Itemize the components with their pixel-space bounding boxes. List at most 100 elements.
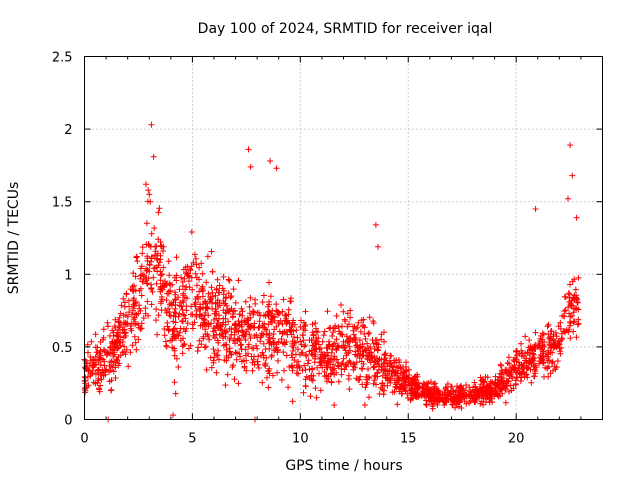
data-point [398, 384, 404, 391]
data-point [223, 310, 230, 317]
data-point [143, 220, 150, 227]
data-point [167, 313, 174, 319]
data-point [203, 366, 210, 373]
data-point [164, 323, 171, 330]
data-point [489, 399, 496, 406]
data-point [381, 356, 388, 363]
data-point [244, 317, 251, 324]
data-point [487, 378, 494, 385]
data-point [407, 396, 414, 403]
data-point [572, 286, 579, 293]
data-point [357, 373, 364, 380]
data-point [333, 356, 340, 363]
data-point [363, 376, 370, 383]
data-point [293, 327, 300, 334]
data-point [500, 375, 507, 382]
data-point [405, 366, 412, 373]
data-point [289, 398, 296, 405]
data-point [179, 343, 186, 350]
data-point [192, 270, 199, 277]
data-point [167, 287, 174, 294]
data-point [457, 399, 463, 406]
data-point [350, 360, 357, 367]
data-point [374, 347, 381, 354]
data-point [140, 315, 147, 321]
data-point [370, 340, 377, 347]
y-axis-label: SRMTID / TECUs [6, 182, 22, 295]
data-point [297, 324, 304, 330]
data-point [278, 336, 285, 342]
data-point [524, 349, 531, 356]
data-point [335, 324, 342, 330]
data-point [315, 341, 322, 348]
data-point [505, 354, 512, 361]
data-point [569, 172, 576, 179]
data-point [148, 286, 155, 292]
data-point [570, 296, 577, 302]
data-point [310, 342, 317, 349]
data-point [166, 301, 173, 308]
data-point [429, 391, 436, 398]
data-point [266, 279, 272, 286]
data-point [115, 319, 122, 326]
data-point [350, 366, 357, 373]
data-point [274, 369, 281, 376]
data-point [121, 303, 128, 310]
data-point [293, 339, 299, 346]
data-point [545, 321, 552, 328]
data-point [179, 306, 186, 313]
data-point [313, 394, 320, 401]
data-point [455, 394, 461, 400]
data-point [85, 382, 92, 389]
data-point [82, 364, 89, 370]
data-point [329, 333, 336, 339]
data-point [366, 329, 373, 336]
data-point [238, 341, 245, 348]
data-point [520, 362, 527, 369]
data-point [100, 326, 107, 333]
data-point [214, 352, 221, 359]
data-point [155, 312, 162, 319]
data-point [202, 343, 209, 350]
data-point [387, 352, 394, 359]
data-point [254, 358, 261, 365]
data-point [205, 290, 212, 297]
data-point [171, 325, 178, 332]
data-point [477, 374, 484, 381]
data-point [339, 323, 345, 330]
data-point [181, 312, 188, 319]
data-point [268, 341, 275, 348]
data-point [127, 349, 134, 356]
data-point [188, 274, 195, 281]
data-point [394, 381, 401, 388]
data-point [180, 326, 187, 332]
data-point [378, 366, 385, 373]
data-point [257, 312, 264, 319]
data-point [525, 364, 532, 371]
data-point [275, 357, 281, 364]
data-point [541, 339, 548, 345]
data-point [331, 371, 338, 378]
data-point [107, 367, 114, 374]
data-point [506, 372, 513, 378]
data-point [151, 225, 158, 232]
data-point [273, 301, 280, 308]
data-point [108, 387, 114, 394]
data-point [247, 163, 254, 170]
data-point [450, 397, 457, 404]
data-point [223, 328, 230, 335]
data-point [319, 351, 326, 358]
data-point [166, 280, 173, 287]
data-point [273, 165, 280, 172]
data-point [298, 317, 304, 324]
data-point [530, 363, 537, 370]
data-point [549, 360, 555, 366]
data-point [494, 376, 501, 383]
x-axis-label: GPS time / hours [285, 458, 402, 474]
data-point [250, 309, 257, 315]
data-point [358, 317, 365, 324]
data-point [198, 260, 205, 267]
data-point [239, 332, 245, 339]
data-point [148, 121, 155, 128]
data-point [126, 309, 133, 316]
